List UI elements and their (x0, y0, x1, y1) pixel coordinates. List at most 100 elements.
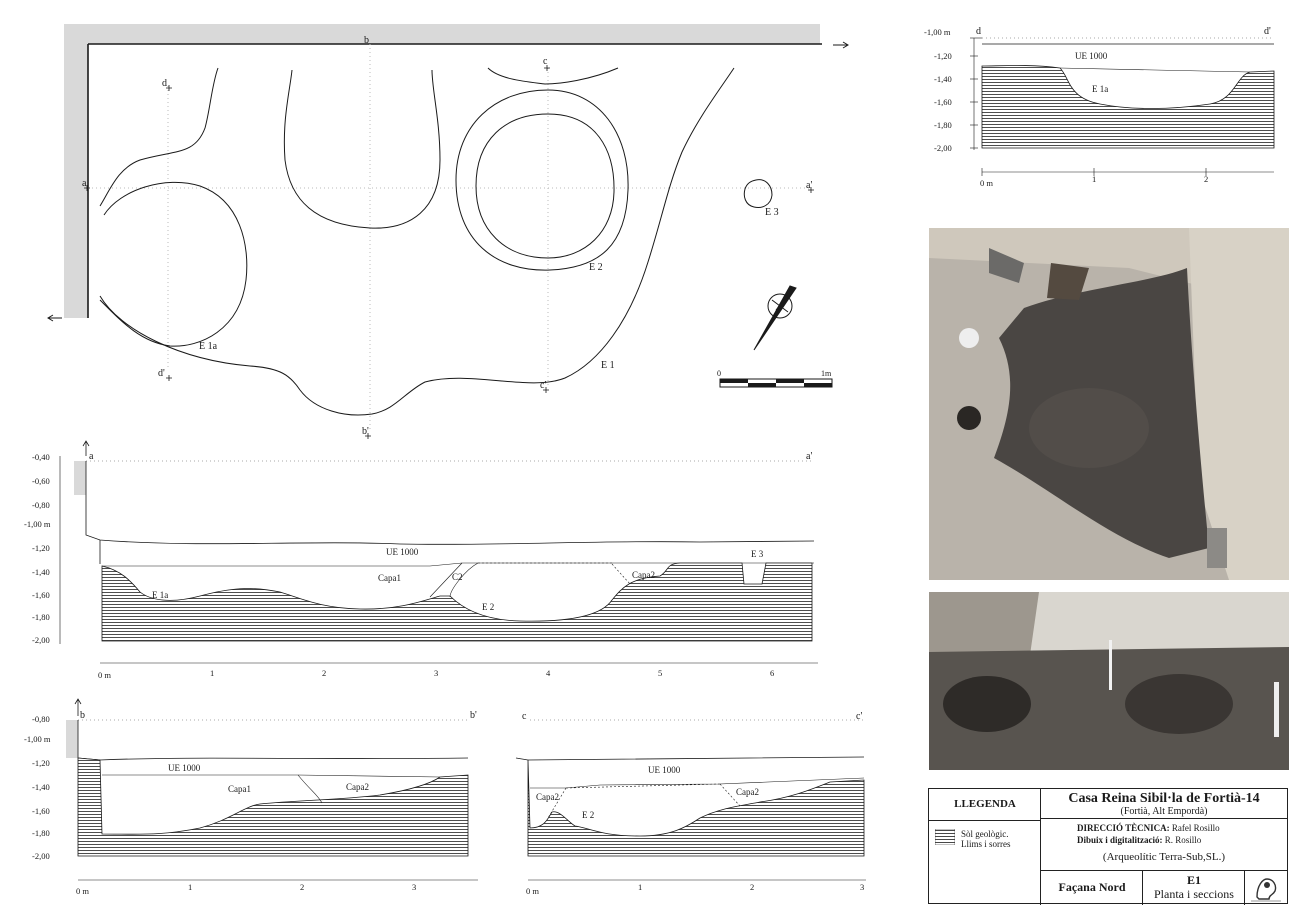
cc-end-label: c' (856, 711, 862, 722)
bb-depth-tick: -1,00 m (24, 734, 51, 744)
aa-depth-tick: -2,00 (32, 635, 50, 645)
bb-capa2-label: Capa2 (346, 782, 369, 792)
label-d-prime: d' (158, 368, 165, 379)
direction-label: DIRECCIÓ TÈCNICA: (1077, 823, 1170, 833)
top-arc (487, 67, 619, 85)
dd-start-label: d (976, 26, 981, 37)
section-bb-labels: -0,80 -1,00 m -1,20 -1,40 -1,60 -1,80 -2… (24, 710, 477, 896)
bb-depth-tick: -1,40 (32, 782, 50, 792)
aa-end-label: a' (806, 451, 812, 462)
e1-outline (99, 67, 735, 416)
swatch-line-2: Llims i sorres (961, 839, 1011, 849)
label-c-prime: c' (540, 380, 546, 391)
aa-depth-tick: -0,40 (32, 452, 50, 462)
bb-depth-tick: -1,80 (32, 828, 50, 838)
aa-capa2-label: Capa2 (632, 570, 655, 580)
credits-cell: DIRECCIÓ TÈCNICA: Rafel Rosillo Dibuix i… (1041, 819, 1287, 871)
legend-heading: LLEGENDA (954, 798, 1016, 810)
aa-depth-tick: -1,00 m (24, 519, 51, 529)
dd-end-label: d' (1264, 26, 1271, 37)
sheet-cell: E1 Planta i seccions (1143, 871, 1245, 905)
aa-distance-tick: 2 (322, 668, 326, 678)
section-dd (970, 37, 1275, 176)
aa-distance-tick: 5 (658, 668, 662, 678)
bb-depth-tick: -2,00 (32, 851, 50, 861)
direction-value: Rafel Rosillo (1171, 823, 1220, 833)
scale-end-label: 1m (821, 369, 832, 378)
e1-left-edge (99, 67, 219, 207)
arrow-left-icon (47, 314, 62, 322)
cc-capa2-right-label: Capa2 (736, 787, 759, 797)
aa-capa1-label: Capa1 (378, 573, 401, 583)
e2-outer-ring (455, 89, 629, 271)
section-dd-labels: -1,00 m -1,20 -1,40 -1,60 -1,80 -2,00 d … (924, 26, 1271, 188)
dd-depth-tick: -2,00 (934, 143, 952, 153)
project-subtitle: (Fortià, Alt Empordà) (1120, 806, 1208, 817)
cc-distance-tick: 3 (860, 882, 864, 892)
geology-swatch-label: Sòl geològic. Llims i sorres (961, 829, 1011, 849)
aa-e1a-label: E 1a (152, 590, 168, 600)
cc-capa2-left-label: Capa2 (536, 792, 559, 802)
aa-e2-label: E 2 (482, 602, 494, 612)
cc-distance-tick: 2 (750, 882, 754, 892)
section-aa-labels: -0,40 -0,60 -0,80 -1,00 m -1,20 -1,40 -1… (24, 451, 812, 680)
e3-outline (743, 179, 773, 208)
wall-outline (64, 24, 820, 318)
label-b-prime: b' (362, 426, 369, 437)
logo-cell (1245, 871, 1287, 905)
title-cell: Casa Reina Sibil·la de Fortià-14 (Fortià… (1041, 789, 1287, 819)
plan-labels: a a' b b' c c' d d' E 1 E 1a E 2 E 3 0 1… (82, 35, 832, 437)
dd-e1a-label: E 1a (1092, 84, 1108, 94)
dd-distance-tick: 1 (1092, 174, 1096, 184)
dd-geology (981, 65, 1275, 149)
bb-end-label: b' (470, 710, 477, 721)
aa-depth-tick: -0,80 (32, 500, 50, 510)
dd-depth-tick: -1,20 (934, 51, 952, 61)
legend-body: Sòl geològic. Llims i sorres (929, 821, 1041, 905)
label-b: b (364, 35, 369, 46)
label-a: a (82, 178, 87, 189)
bb-depth-tick: -1,20 (32, 758, 50, 768)
aa-geology (101, 562, 813, 642)
label-e3: E 3 (765, 207, 779, 218)
aa-depth-tick: -0,60 (32, 476, 50, 486)
label-e1: E 1 (601, 360, 615, 371)
aa-depth-tick: -1,20 (32, 543, 50, 553)
cc-ue-label: UE 1000 (648, 765, 681, 775)
aa-start-label: a (89, 451, 94, 462)
dd-distance-tick: 0 m (980, 178, 993, 188)
dd-depth-tick: -1,40 (934, 74, 952, 84)
bb-distance-tick: 2 (300, 882, 304, 892)
bb-start-label: b (80, 710, 85, 721)
scale-bar (719, 378, 833, 388)
facade-cell: Façana Nord (1041, 871, 1143, 905)
aa-depth-tick: -1,80 (32, 612, 50, 622)
bb-capa1-label: Capa1 (228, 784, 251, 794)
dd-distance-tick: 2 (1204, 174, 1208, 184)
cc-distance-tick: 0 m (526, 886, 539, 896)
cc-start-label: c (522, 711, 527, 722)
label-e1a: E 1a (199, 341, 218, 352)
dd-depth-tick: -1,80 (934, 120, 952, 130)
label-c: c (543, 56, 548, 67)
plan-view (47, 24, 849, 439)
aa-distance-tick: 0 m (98, 670, 111, 680)
label-a-prime: a' (806, 180, 812, 191)
cc-geology (527, 759, 865, 857)
dd-depth-tick: -1,60 (934, 97, 952, 107)
north-arrow-icon (753, 285, 797, 351)
cc-distance-tick: 1 (638, 882, 642, 892)
drawing-value: R. Rosillo (1164, 835, 1202, 845)
aa-surface (85, 461, 815, 545)
label-e2: E 2 (589, 262, 603, 273)
aa-ue-label: UE 1000 (386, 547, 419, 557)
bb-distance-tick: 1 (188, 882, 192, 892)
direction-line: DIRECCIÓ TÈCNICA: Rafel Rosillo (1077, 823, 1220, 833)
company-logo-icon (1251, 878, 1281, 902)
facade-label: Façana Nord (1058, 880, 1126, 894)
title-block: LLEGENDA Sòl geològic. Llims i sorres Ca… (928, 788, 1288, 905)
bb-distance-tick: 0 m (76, 886, 89, 896)
bb-geology (77, 757, 469, 857)
drawing-label: Dibuix i digitalització: (1077, 835, 1163, 845)
